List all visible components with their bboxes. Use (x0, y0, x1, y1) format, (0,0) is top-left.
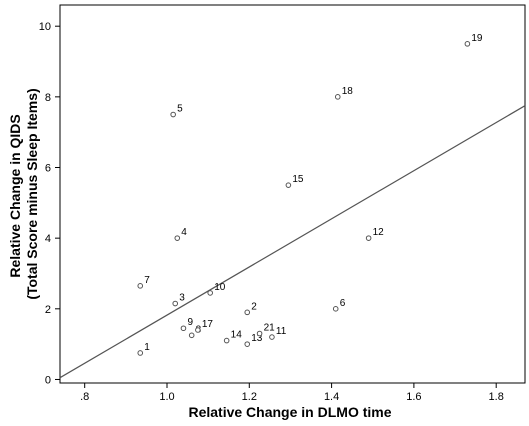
y-tick-label: 6 (45, 163, 51, 175)
point-label-10: 10 (214, 282, 226, 293)
data-point-4 (174, 235, 181, 241)
point-label-4: 4 (181, 227, 187, 238)
point-label-21: 21 (264, 323, 276, 334)
data-points: 12345678910111213141517181921 (137, 33, 483, 356)
x-tick-label: 1.8 (489, 391, 504, 403)
x-tick-label: .8 (80, 391, 89, 403)
plot-area (59, 4, 526, 384)
point-label-15: 15 (292, 174, 304, 185)
data-point-8 (188, 332, 195, 339)
data-point-11 (269, 334, 275, 340)
y-tick-label: 4 (45, 233, 51, 245)
data-point-1 (137, 350, 144, 356)
data-point-15 (285, 182, 292, 188)
data-point-13 (244, 341, 251, 347)
point-label-1: 1 (144, 342, 150, 353)
plot-border (59, 4, 526, 384)
point-label-6: 6 (340, 298, 346, 309)
point-label-13: 13 (251, 333, 263, 344)
x-tick-label: 1.0 (159, 391, 174, 403)
x-tick-label: 1.4 (324, 391, 339, 403)
y-tick-label: 10 (39, 21, 51, 33)
data-point-17 (195, 327, 201, 333)
point-label-17: 17 (202, 319, 214, 330)
data-point-18 (334, 94, 341, 100)
point-label-2: 2 (251, 301, 257, 312)
point-label-12: 12 (373, 227, 385, 238)
point-label-5: 5 (177, 104, 183, 115)
data-point-21 (256, 330, 263, 337)
data-point-5 (170, 111, 176, 118)
point-label-7: 7 (144, 275, 150, 286)
y-axis-title-line-2: (Total Score minus Sleep Items) (24, 88, 40, 299)
x-axis-title: Relative Change in DLMO time (188, 404, 391, 420)
y-tick-label: 8 (45, 92, 51, 104)
regression-line-layer (59, 105, 526, 379)
data-point-7 (137, 283, 144, 289)
data-point-12 (365, 235, 372, 241)
point-label-11: 11 (276, 326, 287, 337)
point-label-9: 9 (187, 317, 193, 328)
point-label-19: 19 (471, 33, 483, 44)
data-point-14 (223, 337, 230, 344)
y-axis-ticks: 0 2 4 6 8 10 (39, 21, 60, 386)
point-label-18: 18 (342, 86, 354, 97)
data-point-6 (332, 306, 339, 312)
data-point-19 (464, 41, 471, 47)
data-point-10 (207, 290, 213, 296)
point-label-14: 14 (231, 330, 243, 341)
fit-line (59, 105, 526, 379)
data-point-2 (244, 309, 251, 316)
y-tick-label: 2 (45, 304, 51, 316)
x-axis-ticks: .8 1.0 1.2 1.4 1.6 1.8 (80, 383, 504, 403)
x-tick-label: 1.2 (242, 391, 257, 403)
data-point-9 (180, 325, 187, 332)
y-axis-title: Relative Change in QIDS (Total Score min… (7, 88, 40, 299)
data-point-3 (172, 300, 179, 307)
point-label-3: 3 (179, 293, 185, 304)
y-axis-title-line-1: Relative Change in QIDS (7, 114, 23, 277)
x-tick-label: 1.6 (406, 391, 421, 403)
y-tick-label: 0 (45, 374, 51, 386)
